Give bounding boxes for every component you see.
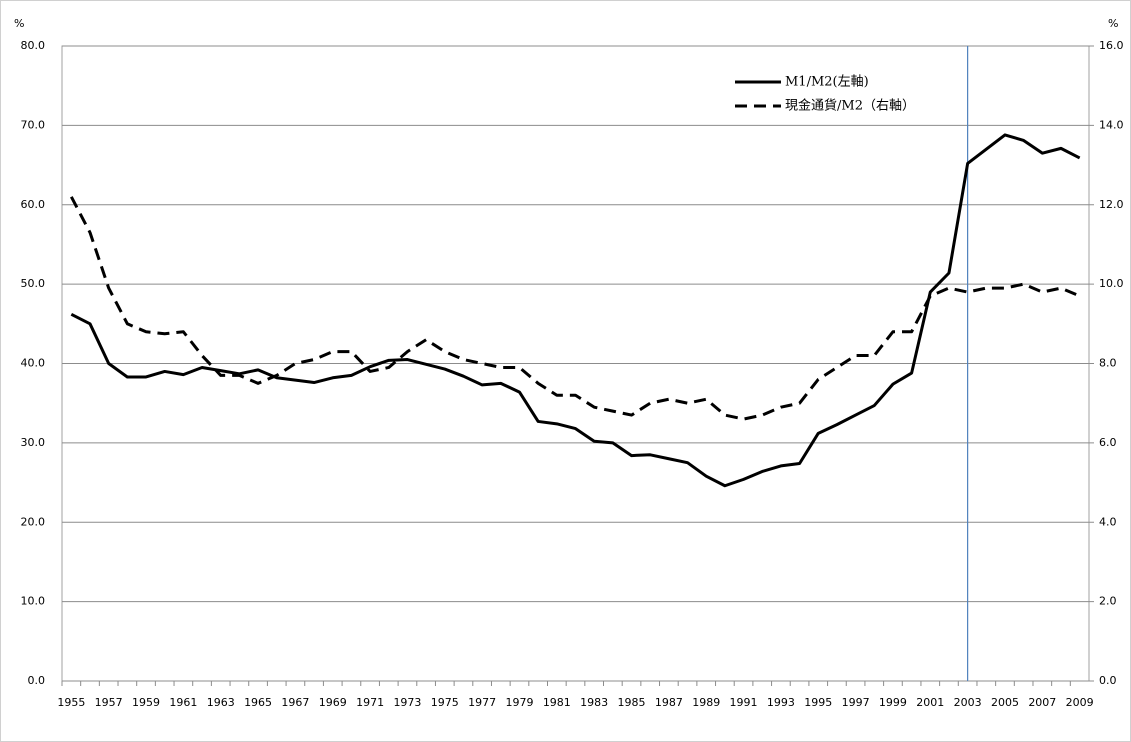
y2-tick-label: 2.0 [1099,595,1117,608]
series-line [70,196,1081,421]
legend-label: 現金通貨/M2（右軸） [785,98,915,114]
x-tick-label: 2005 [991,696,1019,709]
x-tick-label: 1973 [393,696,421,709]
y-tick-label: 20.0 [21,515,46,528]
x-tick-label: 1987 [655,696,683,709]
x-tick-label: 1959 [132,696,160,709]
y2-tick-label: 4.0 [1099,515,1117,528]
legend: M1/M2(左軸) 現金通貨/M2（右軸） [735,75,915,114]
y-tick-label: 40.0 [21,357,46,370]
x-tick-label: 1979 [505,696,533,709]
y-tick-label: 0.0 [28,674,46,687]
x-tick-label: 1981 [543,696,571,709]
x-tick-label: 2007 [1028,696,1056,709]
y2-tick-label: 14.0 [1099,118,1124,131]
legend-label: M1/M2(左軸) [785,75,869,90]
y2-tick-label: 16.0 [1099,39,1124,52]
x-tick-label: 1999 [879,696,907,709]
y2-axis-unit: % [1108,17,1118,30]
series-line [70,133,1081,488]
y2-tick-label: 12.0 [1099,198,1124,211]
x-tick-label: 1983 [580,696,608,709]
y2-tick-label: 10.0 [1099,277,1124,290]
y-tick-label: 60.0 [21,198,46,211]
x-tick-label: 1961 [169,696,197,709]
x-tick-label: 2001 [916,696,944,709]
x-tick-label: 1971 [356,696,384,709]
x-tick-label: 1965 [244,696,272,709]
x-tick-label: 1977 [468,696,496,709]
y-tick-label: 80.0 [21,39,46,52]
y-tick-label: 70.0 [21,118,46,131]
x-tick-label: 1995 [804,696,832,709]
x-tick-label: 1993 [767,696,795,709]
x-tick-label: 1989 [692,696,720,709]
x-tick-label: 2003 [954,696,982,709]
x-tick-label: 1975 [431,696,459,709]
x-tick-label: 1991 [730,696,758,709]
y2-tick-label: 0.0 [1099,674,1117,687]
x-tick-label: 1969 [319,696,347,709]
y-axis-unit: % [14,17,24,30]
x-tick-label: 1963 [207,696,235,709]
x-tick-label: 1967 [281,696,309,709]
x-tick-label: 1957 [95,696,123,709]
y2-tick-label: 6.0 [1099,436,1117,449]
y-tick-label: 30.0 [21,436,46,449]
x-tick-label: 1985 [618,696,646,709]
y2-tick-label: 8.0 [1099,357,1117,370]
y-tick-label: 50.0 [21,277,46,290]
x-tick-label: 1955 [57,696,85,709]
x-tick-label: 1997 [842,696,870,709]
y-tick-label: 10.0 [21,595,46,608]
x-tick-label: 2009 [1066,696,1094,709]
